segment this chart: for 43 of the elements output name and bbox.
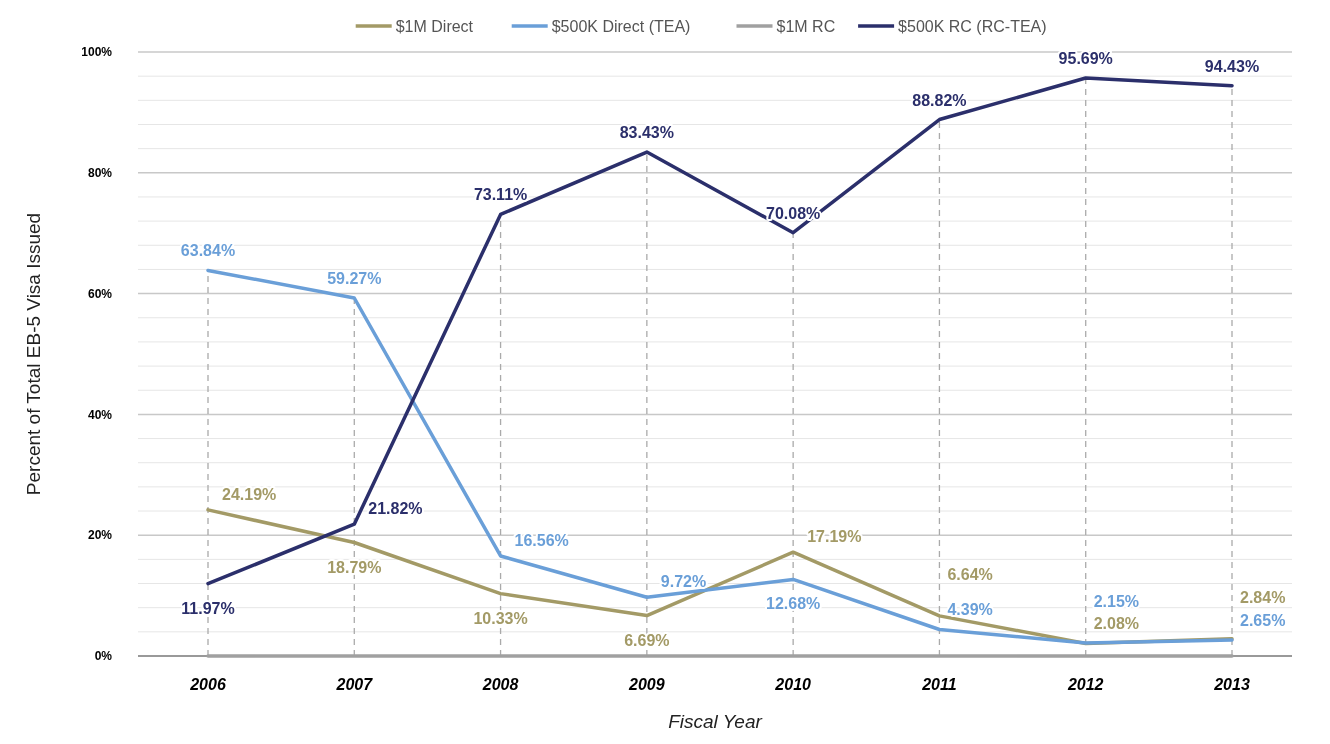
data-label: 63.84% bbox=[180, 242, 236, 260]
data-label: 10.33% bbox=[473, 609, 528, 627]
data-label: 11.97% bbox=[181, 599, 235, 617]
data-label: 2.15% bbox=[1093, 593, 1140, 611]
x-tick-label: 2007 bbox=[335, 676, 374, 693]
data-label: 17.19% bbox=[807, 528, 862, 546]
legend-label: $1M Direct bbox=[395, 17, 474, 35]
data-label: 2.65% bbox=[1240, 611, 1286, 629]
y-tick-label: 60% bbox=[87, 286, 113, 301]
legend-label: $500K Direct (TEA) bbox=[551, 17, 691, 35]
data-label: 24.19% bbox=[222, 485, 277, 503]
x-tick-label: 2009 bbox=[628, 676, 665, 693]
x-tick-label: 2006 bbox=[189, 676, 226, 693]
x-tick-label: 2010 bbox=[774, 676, 812, 693]
y-tick-label: 20% bbox=[87, 528, 113, 543]
data-label: 95.69% bbox=[1058, 50, 1113, 68]
y-tick-label: 100% bbox=[81, 45, 113, 60]
data-label: 59.27% bbox=[327, 270, 382, 288]
data-label: 18.79% bbox=[327, 558, 382, 576]
data-label: 9.72% bbox=[660, 573, 707, 591]
x-tick-label: 2011 bbox=[921, 676, 957, 693]
x-axis-title: Fiscal Year bbox=[668, 711, 763, 732]
data-label: 21.82% bbox=[368, 500, 423, 518]
y-axis-title: Percent of Total EB-5 Visa Issued bbox=[23, 212, 44, 496]
x-tick-label: 2013 bbox=[1213, 676, 1250, 693]
data-label: 6.69% bbox=[624, 631, 670, 649]
data-label: 83.43% bbox=[619, 124, 674, 142]
data-label: 94.43% bbox=[1204, 57, 1260, 75]
data-label: 2.84% bbox=[1240, 588, 1286, 606]
y-tick-label: 0% bbox=[94, 649, 113, 664]
legend-label: $500K RC (RC-TEA) bbox=[898, 17, 1047, 35]
data-label: 16.56% bbox=[514, 531, 569, 549]
x-tick-label: 2008 bbox=[481, 676, 519, 693]
legend-label: $1M RC bbox=[776, 17, 836, 35]
data-label: 73.11% bbox=[473, 186, 528, 204]
data-label: 12.68% bbox=[766, 595, 821, 613]
y-tick-label: 80% bbox=[87, 166, 113, 180]
data-label: 88.82% bbox=[912, 91, 967, 109]
data-label: 2.08% bbox=[1093, 615, 1140, 633]
data-label: 6.64% bbox=[947, 565, 993, 583]
data-label: 4.39% bbox=[947, 601, 993, 619]
y-tick-label: 40% bbox=[87, 407, 113, 422]
x-tick-label: 2012 bbox=[1066, 676, 1104, 693]
